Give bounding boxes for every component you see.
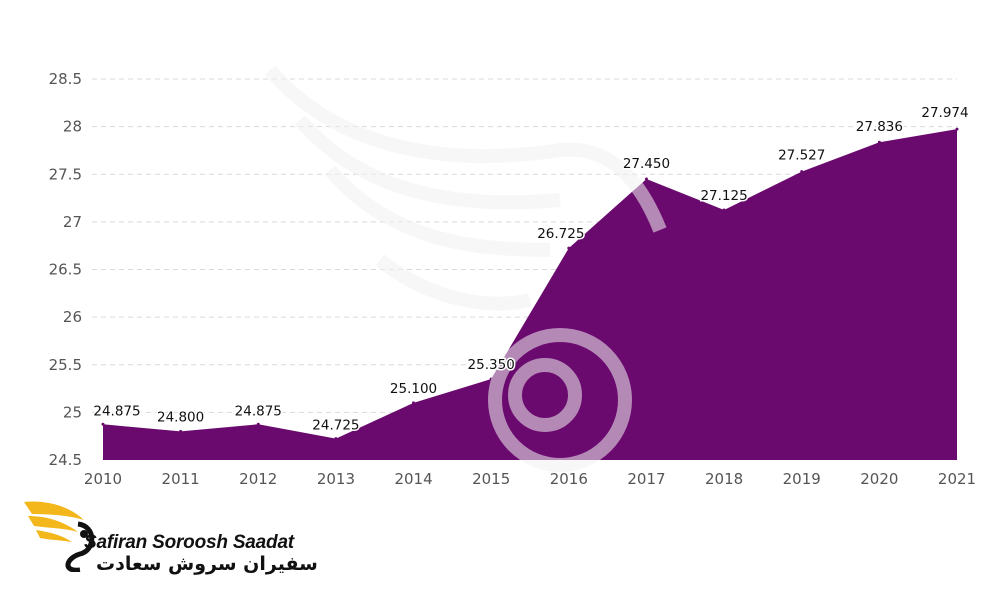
data-point	[877, 140, 881, 144]
x-tick-label: 2021	[938, 470, 976, 488]
data-point	[800, 170, 804, 174]
x-tick-label: 2017	[627, 470, 665, 488]
axis-ticks: 24.5 25 25.5 26 26.5 27 27.5 28 28.5 2010 2011 2012…	[49, 70, 977, 488]
x-tick-label: 2019	[783, 470, 821, 488]
data-label: 24.800	[157, 409, 204, 425]
x-tick-label: 2020	[860, 470, 898, 488]
data-point	[334, 437, 338, 441]
brand-name-english: Safiran Soroosh Saadat	[84, 532, 294, 553]
watermark-emblem	[264, 65, 667, 472]
data-label: 27.450	[623, 156, 670, 172]
wing-logo-icon	[24, 501, 95, 573]
x-tick-label: 2015	[472, 470, 510, 488]
y-tick-label: 28	[63, 118, 82, 136]
x-tick-label: 2016	[550, 470, 588, 488]
x-tick-label: 2010	[84, 470, 122, 488]
data-label: 27.527	[778, 148, 825, 164]
data-label: 24.725	[312, 418, 359, 434]
brand-logo	[22, 492, 292, 582]
x-tick-label: 2011	[162, 470, 200, 488]
data-point	[101, 422, 105, 426]
y-tick-label: 25	[63, 403, 82, 421]
data-labels: 24.875 24.800 24.875 24.725 25.100 25.350 26.7…	[92, 104, 970, 435]
data-point	[412, 401, 416, 405]
x-tick-label: 2013	[317, 470, 355, 488]
x-tick-label: 2014	[394, 470, 432, 488]
data-point	[722, 208, 726, 212]
data-point	[644, 177, 648, 181]
data-label: 26.725	[537, 226, 584, 242]
data-label: 24.875	[93, 403, 140, 419]
y-tick-label: 26	[63, 308, 82, 326]
area-fill	[103, 129, 957, 460]
brand-name-persian: سفیران سروش سعادت	[96, 553, 318, 575]
data-label: 25.350	[468, 357, 515, 373]
x-tick-label: 2018	[705, 470, 743, 488]
y-tick-label: 26.5	[49, 261, 82, 279]
data-point	[955, 127, 959, 131]
data-point	[256, 422, 260, 426]
y-tick-label: 27.5	[49, 165, 82, 183]
gridlines	[92, 78, 957, 413]
data-point	[567, 246, 571, 250]
data-label: 24.875	[235, 403, 282, 419]
y-tick-label: 27	[63, 213, 82, 231]
data-label: 27.974	[921, 105, 968, 121]
data-label: 25.100	[390, 381, 437, 397]
data-label: 27.125	[700, 188, 747, 204]
data-label: 27.836	[856, 119, 903, 135]
y-tick-label: 28.5	[49, 70, 82, 88]
y-tick-label: 25.5	[49, 356, 82, 374]
data-point	[179, 429, 183, 433]
x-tick-label: 2012	[239, 470, 277, 488]
area-series	[101, 127, 959, 460]
y-tick-label: 24.5	[49, 451, 82, 469]
